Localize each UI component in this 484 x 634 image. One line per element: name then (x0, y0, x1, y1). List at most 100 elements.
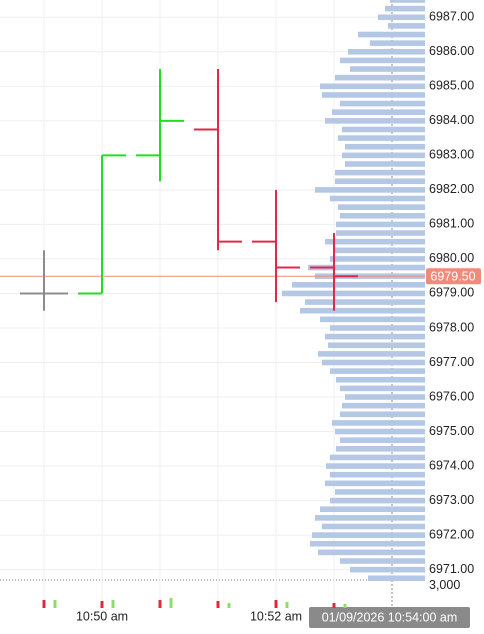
volume-bar (42, 600, 46, 608)
profile-bar (336, 376, 425, 383)
profile-bar (342, 126, 425, 133)
profile-bar (315, 515, 425, 521)
profile-bar (292, 282, 425, 288)
profile-bar (318, 549, 425, 556)
profile-bar (345, 161, 425, 167)
y-tick-label: 6971.00 (429, 562, 474, 576)
volume-bar (111, 600, 115, 608)
profile-bar (325, 238, 425, 245)
crosshair-box (309, 607, 470, 628)
x-tick-label: 10:52 am (250, 609, 302, 623)
profile-bar (310, 540, 425, 547)
profile-bar (335, 428, 425, 435)
profile-bar (312, 532, 425, 538)
profile-bar (332, 420, 425, 426)
profile-bar (325, 118, 425, 124)
profile-bar (308, 264, 425, 271)
profile-bar (340, 212, 425, 219)
profile-bar (335, 178, 425, 185)
y-tick-label: 6984.00 (429, 113, 474, 127)
y-tick-label: 6975.00 (429, 424, 474, 438)
profile-bar (320, 316, 425, 323)
profile-bar (350, 66, 425, 72)
profile-bar (340, 437, 425, 443)
volume-bar (216, 601, 220, 608)
profile-bar (318, 351, 425, 357)
profile-bar (330, 368, 425, 374)
profile-bar (328, 342, 425, 349)
profile-bar (315, 187, 425, 193)
y-tick-label: 6979.00 (429, 286, 474, 300)
profile-bar (322, 523, 425, 530)
y-tick-label: 6986.00 (429, 44, 474, 58)
volume-bar (343, 604, 347, 608)
y-tick-label: 6981.00 (429, 217, 474, 231)
volume-bar (227, 602, 231, 608)
profile-bar (390, 0, 425, 3)
y-tick-label: 6974.00 (429, 458, 474, 472)
volume-bar (158, 600, 162, 608)
profile-bar (300, 307, 425, 314)
profile-bar (330, 325, 425, 331)
profile-bar (335, 169, 425, 176)
y-tick-label: 6978.00 (429, 320, 474, 334)
y-tick-label: 6983.00 (429, 148, 474, 162)
profile-bar (340, 558, 425, 564)
profile-bar (370, 40, 425, 46)
profile-bar (335, 74, 425, 81)
profile-bar (335, 489, 425, 495)
profile-bar (345, 394, 425, 400)
profile-bar (345, 143, 425, 150)
volume-bar (169, 597, 173, 608)
profile-bar (385, 5, 425, 12)
profile-bar (322, 359, 425, 366)
profile-bar (325, 480, 425, 487)
profile-bar (325, 333, 425, 340)
profile-bar (350, 566, 425, 573)
profile-bar (348, 48, 425, 55)
volume-bar (332, 602, 336, 608)
y-tick-label: 6973.00 (429, 493, 474, 507)
y-tick-label: 6985.00 (429, 79, 474, 93)
profile-bar (358, 31, 425, 38)
profile-bar (342, 152, 425, 159)
y-tick-label: 6977.00 (429, 355, 474, 369)
profile-bar (340, 411, 425, 418)
profile-bar (336, 446, 425, 452)
profile-bar (330, 256, 425, 262)
profile-bar (332, 109, 425, 116)
volume-bar (274, 600, 278, 608)
volume-bar (285, 601, 289, 608)
last-price-label: 6979.50 (430, 269, 475, 283)
profile-bar (330, 195, 425, 202)
profile-bar (378, 14, 425, 21)
profile-bar (326, 463, 425, 469)
y-tick-label: 6987.00 (429, 10, 474, 24)
profile-bar (342, 402, 425, 409)
y-tick-label: 6972.00 (429, 527, 474, 541)
y-tick-label: 6976.00 (429, 389, 474, 403)
profile-bar (368, 575, 425, 582)
profile-bar (330, 497, 425, 504)
profile-bar (388, 23, 425, 29)
profile-bar (340, 100, 425, 107)
profile-bar (330, 471, 425, 478)
profile-bar (305, 299, 425, 305)
volume-bar (53, 600, 57, 608)
last-price-box (426, 268, 481, 285)
y-tick-label: 3,000 (429, 578, 460, 592)
y-tick-label: 6980.00 (429, 251, 474, 265)
profile-bar (340, 385, 425, 392)
profile-bar (330, 454, 425, 461)
profile-bar (336, 230, 425, 236)
profile-bar (340, 57, 425, 64)
profile-bar (282, 290, 425, 297)
profile-bar (320, 506, 425, 513)
crosshair-label: 01/09/2026 10:54:00 am (322, 610, 458, 624)
x-tick-label: 10:50 am (76, 609, 128, 623)
y-tick-label: 6982.00 (429, 182, 474, 196)
volume-bar (100, 601, 104, 608)
profile-bar (338, 135, 425, 141)
profile-bar (322, 92, 425, 98)
